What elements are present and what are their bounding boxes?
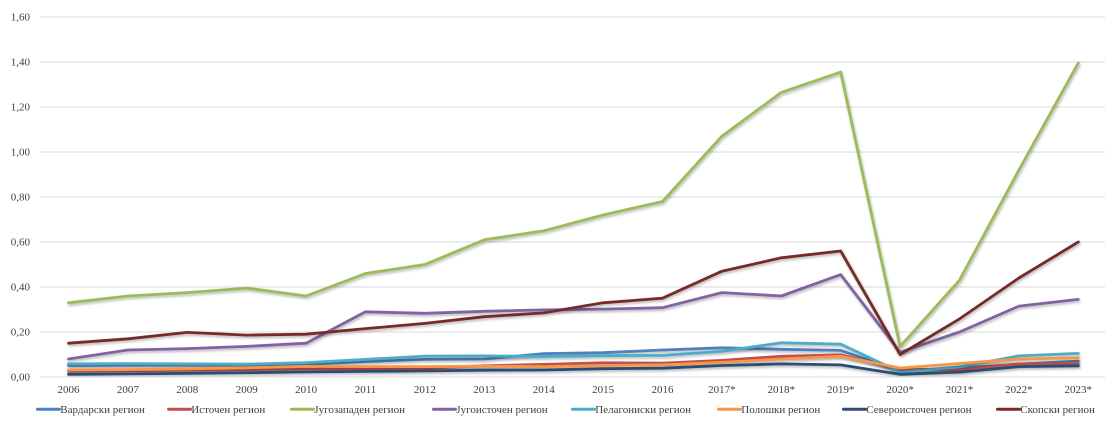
svg-text:2009: 2009 — [236, 384, 259, 396]
svg-text:Полошки регион: Полошки регион — [741, 404, 820, 416]
svg-text:2017*: 2017* — [708, 384, 736, 396]
svg-text:Североисточен регион: Североисточен регион — [866, 404, 971, 416]
svg-text:0,40: 0,40 — [11, 282, 31, 294]
svg-text:2006: 2006 — [58, 384, 81, 396]
svg-text:1,20: 1,20 — [11, 102, 31, 114]
svg-text:2023*: 2023* — [1065, 384, 1093, 396]
svg-text:2010: 2010 — [295, 384, 318, 396]
svg-text:0,60: 0,60 — [11, 237, 31, 249]
svg-text:Вардарски регион: Вардарски регион — [60, 404, 145, 416]
svg-text:2015: 2015 — [592, 384, 615, 396]
svg-text:2020*: 2020* — [886, 384, 914, 396]
svg-text:2019*: 2019* — [827, 384, 855, 396]
svg-text:2012: 2012 — [414, 384, 436, 396]
svg-text:2022*: 2022* — [1005, 384, 1033, 396]
svg-text:2016: 2016 — [652, 384, 675, 396]
svg-text:0,80: 0,80 — [11, 192, 31, 204]
svg-text:1,00: 1,00 — [11, 147, 31, 159]
svg-text:2013: 2013 — [473, 384, 496, 396]
svg-text:1,40: 1,40 — [11, 57, 31, 69]
svg-text:Југозападен регион: Југозападен регион — [314, 404, 405, 416]
svg-text:2018*: 2018* — [768, 384, 796, 396]
svg-text:1,60: 1,60 — [11, 12, 31, 24]
svg-text:2007: 2007 — [117, 384, 140, 396]
svg-text:2008: 2008 — [176, 384, 199, 396]
svg-text:Скопски регион: Скопски регион — [1020, 404, 1095, 416]
svg-text:Пелагониски регион: Пелагониски регион — [595, 404, 691, 416]
svg-text:0,00: 0,00 — [11, 372, 31, 384]
svg-text:Југоисточен регион: Југоисточен регион — [456, 404, 547, 416]
svg-text:2021*: 2021* — [946, 384, 974, 396]
svg-text:2014: 2014 — [533, 384, 556, 396]
svg-text:0,20: 0,20 — [11, 327, 31, 339]
svg-text:2011: 2011 — [355, 384, 377, 396]
svg-text:Источен регион: Источен регион — [191, 404, 265, 416]
